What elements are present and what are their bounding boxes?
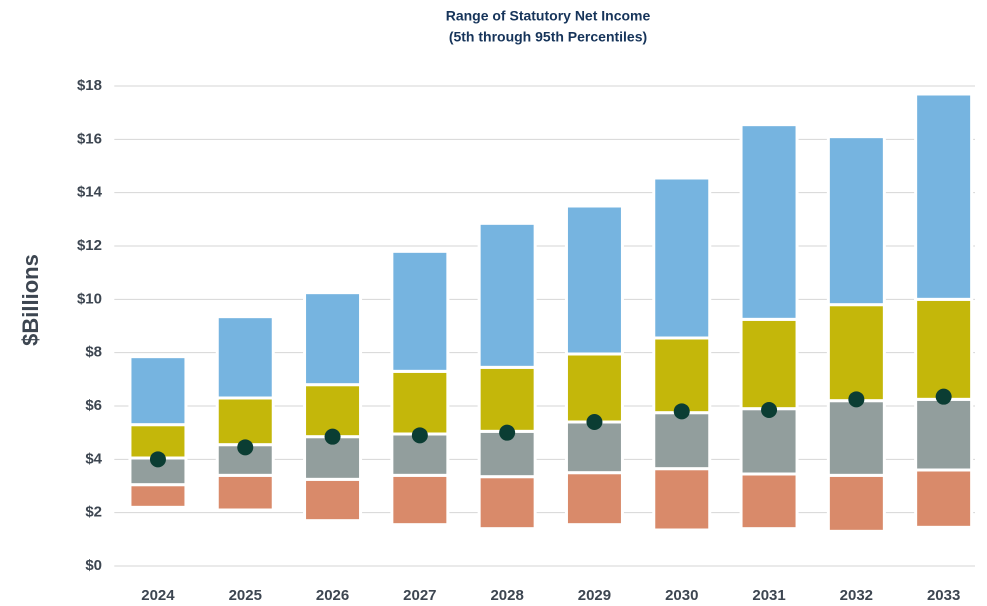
bar-segment xyxy=(390,473,450,527)
x-tick-label: 2027 xyxy=(403,587,436,604)
y-axis-label: $Billions xyxy=(18,254,43,346)
bar-segment xyxy=(652,176,712,340)
chart-subtitle: (5th through 95th Percentiles) xyxy=(449,29,647,45)
bar-segment xyxy=(914,468,974,529)
bar-segment xyxy=(303,383,363,439)
bar-segment xyxy=(303,291,363,387)
bar-segment xyxy=(477,365,537,433)
bar-segment xyxy=(826,135,886,307)
bar-segment xyxy=(826,399,886,477)
bar-segment xyxy=(128,355,188,427)
y-tick-label: $0 xyxy=(85,557,102,574)
bar-segment xyxy=(739,317,799,411)
median-point xyxy=(848,391,865,408)
bar-segment xyxy=(914,397,974,472)
bar-segment xyxy=(914,297,974,401)
x-tick-label: 2026 xyxy=(316,587,349,604)
bar-segment xyxy=(477,475,537,531)
bar-segment xyxy=(215,443,275,477)
median-point xyxy=(761,402,778,418)
median-point xyxy=(149,451,166,468)
bar-segment xyxy=(564,204,624,356)
bar-segment xyxy=(826,473,886,533)
bar-segment xyxy=(477,221,537,369)
bar-segment xyxy=(303,477,363,523)
x-tick-label: 2030 xyxy=(665,587,698,604)
bar-segment xyxy=(564,420,624,475)
median-point xyxy=(324,428,341,445)
bar-segment xyxy=(128,483,188,509)
bar-segment xyxy=(739,472,799,531)
x-tick-label: 2025 xyxy=(229,587,262,604)
x-tick-label: 2032 xyxy=(840,587,873,604)
median-point xyxy=(586,414,603,430)
median-point xyxy=(237,439,254,456)
y-tick-label: $6 xyxy=(85,397,102,414)
median-point xyxy=(411,427,428,444)
bar-segment xyxy=(739,407,799,476)
bar-segment xyxy=(215,396,275,447)
bar-segment xyxy=(215,473,275,512)
y-tick-label: $12 xyxy=(77,237,102,254)
bar-segment xyxy=(652,411,712,471)
y-tick-label: $18 xyxy=(77,77,102,94)
median-point xyxy=(499,424,516,441)
bar-segment xyxy=(914,92,974,301)
y-tick-label: $4 xyxy=(85,450,102,467)
x-tick-label: 2029 xyxy=(578,587,611,604)
median-point xyxy=(673,403,690,420)
x-tick-label: 2028 xyxy=(490,587,523,604)
y-tick-label: $16 xyxy=(77,130,102,147)
bar-segment xyxy=(564,471,624,527)
bar-segment xyxy=(739,123,799,321)
bar-segment xyxy=(390,369,450,436)
chart-title: Range of Statutory Net Income xyxy=(446,8,651,24)
median-point xyxy=(935,388,952,405)
x-tick-label: 2031 xyxy=(752,587,785,604)
bar-segment xyxy=(564,352,624,424)
y-tick-label: $8 xyxy=(85,344,102,361)
y-tick-label: $14 xyxy=(77,184,103,201)
x-tick-label: 2024 xyxy=(141,587,175,604)
bar-segment xyxy=(652,467,712,532)
bar-segment xyxy=(390,249,450,373)
bar-segment xyxy=(826,303,886,403)
bar-segment xyxy=(652,336,712,415)
x-tick-label: 2033 xyxy=(927,587,960,604)
y-tick-label: $2 xyxy=(85,504,102,521)
bar-segment xyxy=(215,315,275,400)
y-tick-label: $10 xyxy=(77,290,102,307)
